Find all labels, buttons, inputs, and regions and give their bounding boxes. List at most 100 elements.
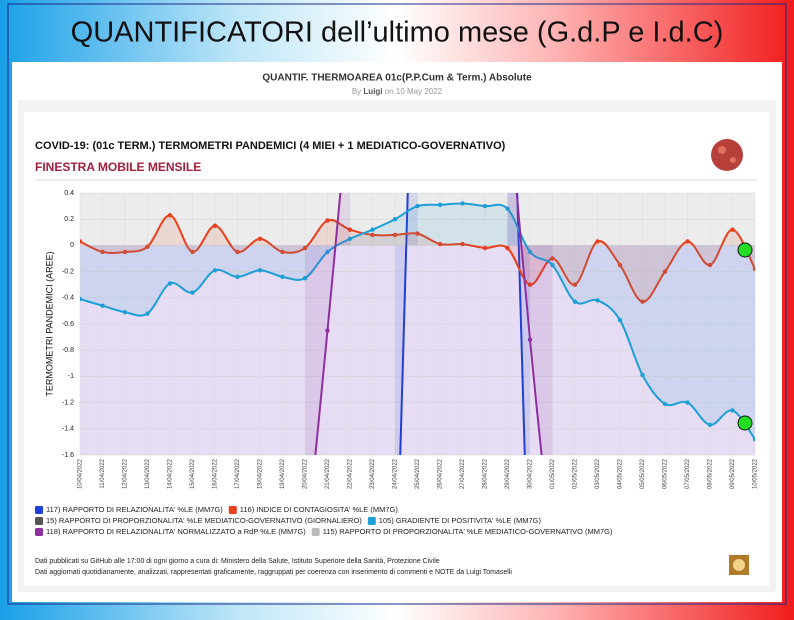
legend-swatch xyxy=(35,528,43,536)
x-tick-label: 15/04/2022 xyxy=(190,458,196,489)
legend-swatch xyxy=(35,506,43,514)
author: Luigi xyxy=(363,87,382,96)
x-tick-label: 10/05/2022 xyxy=(753,458,759,489)
y-tick-label: -0.4 xyxy=(62,295,74,302)
chart: QUANTIFICATORI dell’ultimo mese (G.d.P e… xyxy=(0,0,794,620)
footer-line: Dati pubblicati su GitHub alle 17:00 di … xyxy=(35,558,440,565)
x-tick-label: 27/04/2022 xyxy=(460,458,466,489)
point xyxy=(505,246,509,250)
point xyxy=(213,268,217,272)
point xyxy=(618,318,622,322)
point xyxy=(258,268,262,272)
point xyxy=(213,224,217,228)
point xyxy=(483,204,487,208)
point xyxy=(100,303,104,307)
legend-swatch xyxy=(35,517,43,525)
point xyxy=(483,246,487,250)
x-tick-label: 06/05/2022 xyxy=(663,458,669,489)
y-tick-label: -0.8 xyxy=(62,347,74,354)
x-tick-label: 01/05/2022 xyxy=(550,458,556,489)
chart-subtitle: FINESTRA MOBILE MENSILE xyxy=(35,160,201,174)
post-byline: By Luigi on 10 May 2022 xyxy=(352,87,443,96)
point xyxy=(640,373,644,377)
y-axis-label: TERMOMETRI PANDEMICI (AREE) xyxy=(44,251,54,396)
point xyxy=(573,300,577,304)
y-tick-label: -1.4 xyxy=(62,426,74,433)
x-tick-label: 20/04/2022 xyxy=(303,458,309,489)
point xyxy=(595,298,599,302)
x-tick-label: 17/04/2022 xyxy=(235,458,241,489)
legend-label: 118) RAPPORTO DI RELAZIONALITA' NORMALIZ… xyxy=(46,527,306,536)
point xyxy=(370,227,374,231)
point xyxy=(730,408,734,412)
x-tick-label: 18/04/2022 xyxy=(258,458,264,489)
y-tick-label: 0.4 xyxy=(64,190,74,197)
banner: QUANTIFICATORI dell’ultimo mese (G.d.P e… xyxy=(71,17,724,49)
footer-line: Dati aggiornati quotidianamente, analizz… xyxy=(35,569,512,576)
x-tick-label: 28/04/2022 xyxy=(483,458,489,489)
x-tick-label: 02/05/2022 xyxy=(573,458,579,489)
logo-inner xyxy=(733,559,745,571)
y-tick-label: -1 xyxy=(68,373,74,380)
point xyxy=(145,311,149,315)
x-tick-label: 07/05/2022 xyxy=(685,458,691,489)
legend-label: 116) INDICE DI CONTAGIOSITA' %LE (MM7G) xyxy=(240,505,399,514)
point xyxy=(168,281,172,285)
marker-dot xyxy=(738,416,752,430)
legend-swatch xyxy=(368,517,376,525)
page: QUANTIFICATORI dell’ultimo mese (G.d.P e… xyxy=(0,0,794,620)
legend-swatch xyxy=(312,528,320,536)
point xyxy=(685,239,689,243)
point xyxy=(123,310,127,314)
y-tick-label: -0.2 xyxy=(62,268,74,275)
by: By xyxy=(352,87,361,96)
x-tick-label: 16/04/2022 xyxy=(213,458,219,489)
y-tick-label: 0.2 xyxy=(64,216,74,223)
point xyxy=(663,402,667,406)
x-tick-label: 09/05/2022 xyxy=(730,458,736,489)
legend-swatch xyxy=(229,506,237,514)
x-tick-label: 12/04/2022 xyxy=(123,458,129,489)
point xyxy=(685,400,689,404)
x-tick-label: 22/04/2022 xyxy=(348,458,354,489)
legend-label: 105) GRADIENTE DI POSITIVITA' %LE (MM7G) xyxy=(379,516,542,525)
point xyxy=(190,290,194,294)
marker-dot xyxy=(738,243,752,257)
point xyxy=(708,423,712,427)
x-tick-label: 30/04/2022 xyxy=(528,458,534,489)
point xyxy=(258,237,262,241)
point xyxy=(460,201,464,205)
x-tick-label: 13/04/2022 xyxy=(145,458,151,489)
chart-title: COVID-19: (01c TERM.) TERMOMETRI PANDEMI… xyxy=(35,140,506,152)
point xyxy=(438,203,442,207)
x-tick-label: 14/04/2022 xyxy=(168,458,174,489)
x-tick-label: 24/04/2022 xyxy=(393,458,399,489)
legend-label: 15) RAPPORTO DI PROPORZIONALITA' %LE MED… xyxy=(46,516,362,525)
point xyxy=(393,217,397,221)
point xyxy=(528,338,532,342)
x-tick-label: 08/05/2022 xyxy=(708,458,714,489)
point xyxy=(325,328,329,332)
x-tick-label: 26/04/2022 xyxy=(438,458,444,489)
x-tick-label: 03/05/2022 xyxy=(595,458,601,489)
x-tick-label: 11/04/2022 xyxy=(100,458,106,488)
y-tick-label: -0.6 xyxy=(62,321,74,328)
point xyxy=(235,275,239,279)
x-tick-label: 05/05/2022 xyxy=(640,458,646,489)
point xyxy=(595,239,599,243)
y-tick-label: -1.6 xyxy=(62,452,74,459)
point xyxy=(168,213,172,217)
point xyxy=(730,227,734,231)
legend-label: 117) RAPPORTO DI RELAZIONALITA' %LE (MM7… xyxy=(46,505,223,514)
post-title: QUANTIF. THERMOAREA 01c(P.P.Cum & Term.)… xyxy=(262,73,532,84)
legend-label: 115) RAPPORTO DI PROPORZIONALITA' %LE ME… xyxy=(323,527,613,536)
virus-icon xyxy=(711,139,743,171)
point xyxy=(325,218,329,222)
y-tick-label: 0 xyxy=(70,242,74,249)
x-tick-label: 25/04/2022 xyxy=(415,458,421,489)
x-tick-label: 29/04/2022 xyxy=(505,458,511,489)
x-tick-label: 04/05/2022 xyxy=(618,458,624,489)
x-tick-label: 10/04/2022 xyxy=(78,458,84,489)
point xyxy=(415,204,419,208)
x-tick-label: 19/04/2022 xyxy=(280,458,286,489)
